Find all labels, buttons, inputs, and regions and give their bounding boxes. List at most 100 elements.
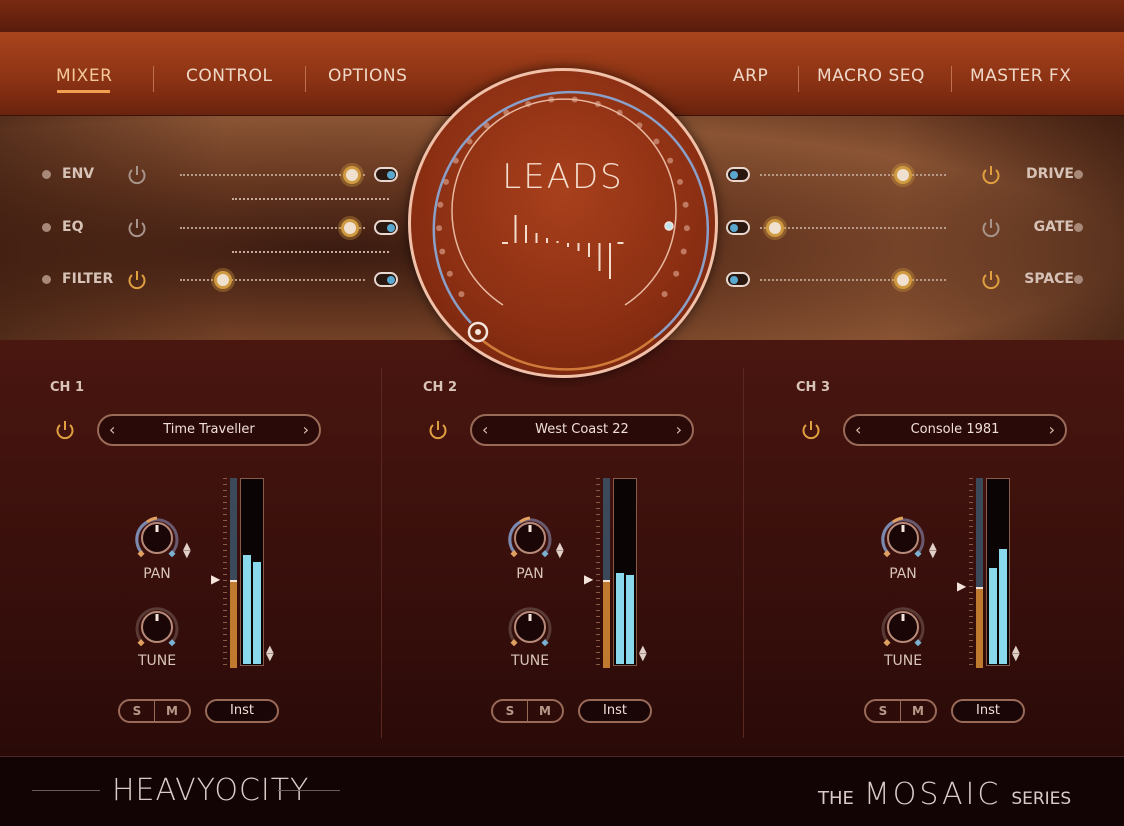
chevron-left-icon[interactable]: ‹ [482, 420, 489, 439]
preset-selector[interactable]: ‹ Console 1981 › [843, 414, 1067, 446]
fx-slider-thumb[interactable] [343, 166, 362, 184]
divider [153, 66, 154, 92]
tune-label: TUNE [137, 653, 177, 669]
range-arc [476, 335, 655, 371]
tune-knob[interactable] [133, 603, 181, 651]
fx-slider-track[interactable] [180, 227, 365, 229]
channel-label: CH 3 [796, 380, 830, 395]
series-suffix: SERIES [1011, 789, 1072, 809]
divider [305, 66, 306, 92]
preset-name: Console 1981 [910, 422, 1000, 437]
preset-selector[interactable]: ‹ West Coast 22 › [470, 414, 694, 446]
chevron-right-icon[interactable]: › [1048, 420, 1055, 439]
tune-knob[interactable] [879, 603, 927, 651]
output-button[interactable]: Inst [951, 699, 1025, 723]
fx-slider-thumb[interactable] [765, 219, 784, 237]
fx-toggle[interactable] [726, 220, 750, 235]
divider [798, 66, 799, 92]
fx-toggle[interactable] [374, 167, 398, 182]
divider [32, 790, 100, 791]
fx-slider-thumb[interactable] [213, 271, 232, 289]
pan-stepper-icon[interactable]: ▲ ▼ [929, 541, 937, 560]
solo-button[interactable]: S [493, 701, 528, 721]
meter-bar-left [989, 567, 997, 664]
inner-arc [451, 98, 677, 306]
fader-pointer-icon[interactable]: ▶ [211, 571, 221, 586]
fx-toggle[interactable] [726, 272, 750, 287]
channel-section: CH 1 ‹ Time Traveller › ▲ ▼ PAN TUNE ▶ ▲ ▼ S… [0, 340, 1124, 756]
preset-selector[interactable]: ‹ Time Traveller › [97, 414, 321, 446]
fx-slider-track[interactable] [180, 279, 365, 281]
meter-stepper-icon[interactable]: ▲ ▼ [639, 644, 647, 663]
fx-slider-track[interactable] [180, 174, 365, 176]
pan-stepper-icon[interactable]: ▲ ▼ [183, 541, 191, 560]
fader-pointer-icon[interactable]: ▶ [957, 579, 967, 594]
tune-knob[interactable] [506, 603, 554, 651]
tab-options[interactable]: OPTIONS [328, 66, 408, 86]
mute-button[interactable]: M [539, 704, 551, 718]
fx-toggle[interactable] [726, 167, 750, 182]
chevron-right-icon[interactable]: › [675, 420, 682, 439]
fader-track[interactable] [976, 478, 983, 666]
divider [381, 368, 382, 738]
pan-knob[interactable] [879, 514, 927, 562]
output-button[interactable]: Inst [205, 699, 279, 723]
instrument-title: LEADS [502, 157, 624, 197]
fader-track[interactable] [230, 478, 237, 666]
solo-button[interactable]: S [120, 701, 155, 721]
fx-label: SPACE [1024, 271, 1074, 287]
power-icon[interactable] [980, 269, 1002, 291]
fader-fill[interactable] [603, 579, 610, 668]
instrument-dial[interactable]: LEADS [408, 68, 718, 378]
divider [232, 251, 389, 253]
mute-button[interactable]: M [912, 704, 924, 718]
fx-slider-thumb[interactable] [341, 219, 360, 237]
meter-stepper-icon[interactable]: ▲ ▼ [266, 644, 274, 663]
tab-control[interactable]: CONTROL [186, 66, 273, 86]
fader-track[interactable] [603, 478, 610, 666]
tab-mixer[interactable]: MIXER [56, 66, 113, 86]
mute-button[interactable]: M [166, 704, 178, 718]
tune-label: TUNE [883, 653, 923, 669]
footer: HEAVYOCITY THE MOSAIC SERIES [0, 756, 1124, 826]
fx-slider-track[interactable] [760, 227, 946, 229]
fader-fill[interactable] [230, 579, 237, 668]
channel-power-icon[interactable] [800, 419, 822, 441]
fx-slider-track[interactable] [760, 174, 946, 176]
fader-pointer-icon[interactable]: ▶ [584, 571, 594, 586]
power-icon[interactable] [126, 164, 148, 186]
output-button[interactable]: Inst [578, 699, 652, 723]
chevron-left-icon[interactable]: ‹ [855, 420, 862, 439]
power-icon[interactable] [980, 164, 1002, 186]
solo-button[interactable]: S [866, 701, 901, 721]
fx-toggle[interactable] [374, 220, 398, 235]
outer-arc [432, 90, 710, 339]
pan-label: PAN [889, 566, 917, 582]
fx-slider-track[interactable] [760, 279, 946, 281]
series-name: MOSAIC [863, 777, 1002, 812]
power-icon[interactable] [126, 269, 148, 291]
dial-step-dot [676, 178, 683, 185]
pan-stepper-icon[interactable]: ▲ ▼ [556, 541, 564, 560]
fx-label: FILTER [62, 271, 114, 287]
fx-slider-thumb[interactable] [894, 271, 913, 289]
tab-arp[interactable]: ARP [733, 66, 769, 86]
fx-slider-thumb[interactable] [894, 166, 913, 184]
dial-step-dot [683, 225, 690, 232]
pan-label: PAN [516, 566, 544, 582]
pan-knob[interactable] [506, 514, 554, 562]
meter-stepper-icon[interactable]: ▲ ▼ [1012, 644, 1020, 663]
fader-fill[interactable] [976, 587, 983, 668]
fx-toggle[interactable] [374, 272, 398, 287]
power-icon[interactable] [126, 217, 148, 239]
tab-master-fx[interactable]: MASTER FX [970, 66, 1072, 86]
power-icon[interactable] [980, 217, 1002, 239]
chevron-right-icon[interactable]: › [302, 420, 309, 439]
channel-power-icon[interactable] [54, 419, 76, 441]
tab-macro-seq[interactable]: MACRO SEQ [817, 66, 925, 86]
pan-knob[interactable] [133, 514, 181, 562]
chevron-left-icon[interactable]: ‹ [109, 420, 116, 439]
channel-power-icon[interactable] [427, 419, 449, 441]
status-dot [42, 170, 51, 179]
